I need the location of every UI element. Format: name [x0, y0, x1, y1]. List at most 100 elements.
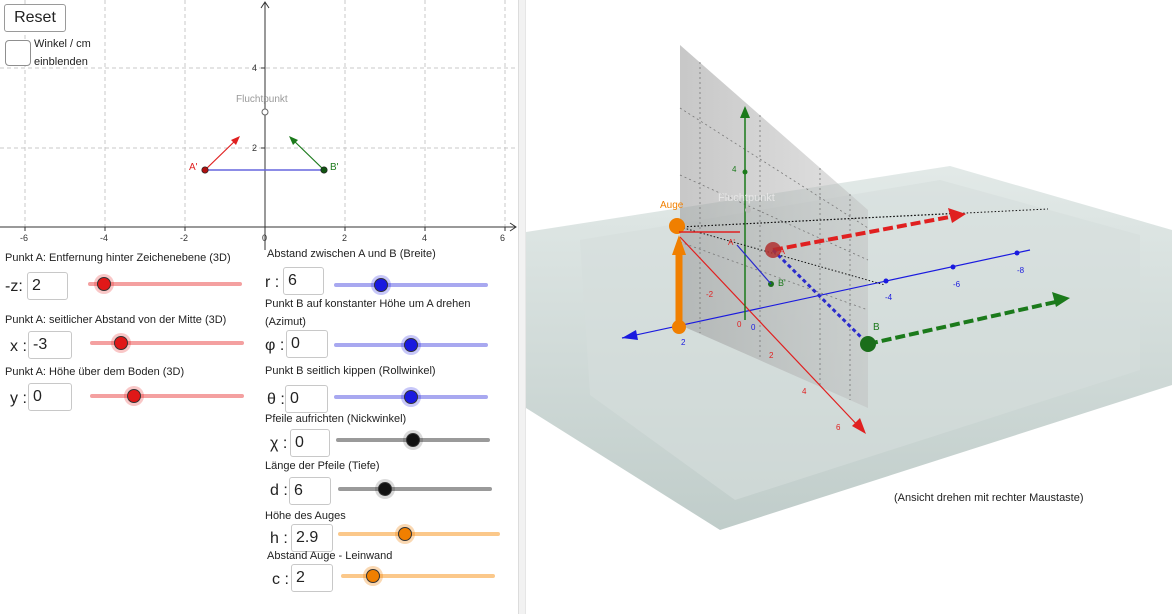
x-tick-label: 0 — [262, 233, 267, 243]
y-tick-label: 4 — [252, 63, 257, 73]
var-label-theta: θ : — [267, 391, 285, 408]
slider-handle-h[interactable] — [398, 527, 412, 541]
grid — [0, 0, 518, 227]
fluchtpunkt-label: Fluchtpunkt — [236, 94, 288, 105]
input-r[interactable]: 6 — [283, 267, 324, 295]
blue-tick-label: -4 — [885, 293, 893, 302]
arrow-b — [290, 137, 325, 171]
projection-plane — [680, 45, 868, 408]
var-label-d: d : — [270, 482, 288, 499]
label-b-3d: B — [873, 322, 880, 333]
x-tick-label: -2 — [180, 233, 188, 243]
red-axis — [679, 236, 863, 431]
slider-track-h[interactable] — [338, 532, 500, 536]
x-tick-label: 4 — [422, 233, 427, 243]
label-auge: Auge — [660, 200, 684, 211]
arrow-a-3d — [772, 214, 956, 252]
slider-handle-phi[interactable] — [404, 338, 418, 352]
var-label-r: r : — [265, 274, 280, 291]
var-label-x: x : — [10, 338, 27, 355]
input-y[interactable]: 0 — [28, 383, 72, 411]
slider-label-chi: Pfeile aufrichten (Nickwinkel) — [265, 413, 407, 425]
scene-3d[interactable]: 2 0 -4 -6 -8 -2 0 2 4 6 4 Fluchtpunkt — [526, 0, 1172, 614]
slider-label-d: Länge der Pfeile (Tiefe) — [265, 460, 380, 472]
reset-button[interactable]: Reset — [4, 4, 66, 32]
segment-a-b-3d — [771, 248, 870, 346]
red-tick-label: 0 — [737, 320, 742, 329]
input-z[interactable]: 2 — [27, 272, 68, 300]
input-chi[interactable]: 0 — [290, 429, 330, 457]
slider-handle-chi[interactable] — [406, 433, 420, 447]
slider-label-y: Punkt A: Höhe über dem Boden (3D) — [5, 366, 185, 378]
fluchtpunkt-point — [261, 108, 269, 116]
slider-label-c: Abstand Auge - Leinwand — [267, 550, 393, 562]
label-a-prime: A' — [189, 162, 198, 173]
panel-divider[interactable] — [518, 0, 526, 614]
slider-handle-theta[interactable] — [404, 390, 418, 404]
slider-track-c[interactable] — [341, 574, 495, 578]
var-label-z: -z: — [5, 278, 23, 295]
slider-track-z[interactable] — [88, 282, 242, 286]
blue-axis — [621, 249, 1031, 339]
blue-tick-label: 0 — [751, 323, 756, 332]
input-x[interactable]: -3 — [28, 331, 72, 359]
slider-track-y[interactable] — [90, 394, 244, 398]
var-label-h: h : — [270, 530, 288, 547]
slider-handle-r[interactable] — [374, 278, 388, 292]
slider-handle-z[interactable] — [97, 277, 111, 291]
input-c[interactable]: 2 — [291, 564, 333, 592]
slider-track-r[interactable] — [334, 283, 488, 287]
point-b-prime — [320, 166, 328, 174]
eye-point — [669, 218, 685, 234]
x-tick-label: -6 — [20, 233, 28, 243]
graphics-view-2d[interactable]: -6 -4 -2 0 2 4 6 2 4 Fluchtpunkt A' B' — [0, 0, 518, 250]
x-tick-label: 6 — [500, 233, 505, 243]
slider-handle-d[interactable] — [378, 482, 392, 496]
label-a-prime-3d: A' — [728, 238, 735, 247]
slider-handle-y[interactable] — [127, 389, 141, 403]
input-phi[interactable]: 0 — [286, 330, 328, 358]
point-a-3d — [765, 242, 781, 258]
slider-label-theta: Punkt B seitlich kippen (Rollwinkel) — [265, 365, 436, 377]
slider-handle-c[interactable] — [366, 569, 380, 583]
red-tick-label: 6 — [836, 423, 841, 432]
input-d[interactable]: 6 — [289, 477, 331, 505]
blue-tick-label: -8 — [1017, 266, 1025, 275]
label-a-3d: A — [779, 246, 785, 256]
red-tick-label: 4 — [802, 387, 807, 396]
var-label-c: c : — [272, 571, 289, 588]
red-tick-label: -2 — [706, 290, 714, 299]
x-tick-label: -4 — [100, 233, 108, 243]
fluchtpunkt-3d-label: Fluchtpunkt — [718, 192, 775, 204]
slider-label-z: Punkt A: Entfernung hinter Zeichenebene … — [5, 252, 231, 264]
slider-label-phi: Punkt B auf konstanter Höhe um A drehen … — [265, 298, 471, 328]
var-label-phi: φ : — [265, 337, 285, 354]
x-tick-label: 2 — [342, 233, 347, 243]
red-tick-label: 2 — [769, 351, 774, 360]
point-b-3d — [860, 336, 876, 352]
slider-label-r: Abstand zwischen A und B (Breite) — [267, 248, 436, 260]
input-theta[interactable]: 0 — [285, 385, 328, 413]
label-b-prime: B' — [330, 162, 339, 173]
slider-label-x: Punkt A: seitlicher Abstand von der Mitt… — [5, 314, 227, 326]
blue-tick-label: -6 — [953, 280, 961, 289]
arrow-a — [204, 137, 239, 171]
arrow-b-3d — [867, 299, 1061, 346]
winkel-checkbox[interactable] — [5, 40, 31, 66]
label-b-prime-3d: B' — [778, 278, 786, 288]
checkbox-label-line2: einblenden — [34, 56, 88, 68]
input-h[interactable]: 2.9 — [291, 524, 333, 552]
rotate-hint: (Ansicht drehen mit rechter Maustaste) — [894, 492, 1084, 504]
slider-track-d[interactable] — [338, 487, 492, 491]
var-label-y: y : — [10, 390, 27, 407]
y-tick-label: 2 — [252, 143, 257, 153]
blue-tick-label: 2 — [681, 338, 686, 347]
slider-track-x[interactable] — [90, 341, 244, 345]
slider-handle-x[interactable] — [114, 336, 128, 350]
var-label-chi: χ : — [270, 435, 288, 452]
point-a-prime — [201, 166, 209, 174]
slider-label-h: Höhe des Auges — [265, 510, 346, 522]
green-tick-label: 4 — [732, 165, 737, 174]
checkbox-label-line1: Winkel / cm — [34, 38, 91, 50]
graphics-view-3d[interactable]: 2 0 -4 -6 -8 -2 0 2 4 6 4 Fluchtpunkt — [526, 0, 1172, 614]
